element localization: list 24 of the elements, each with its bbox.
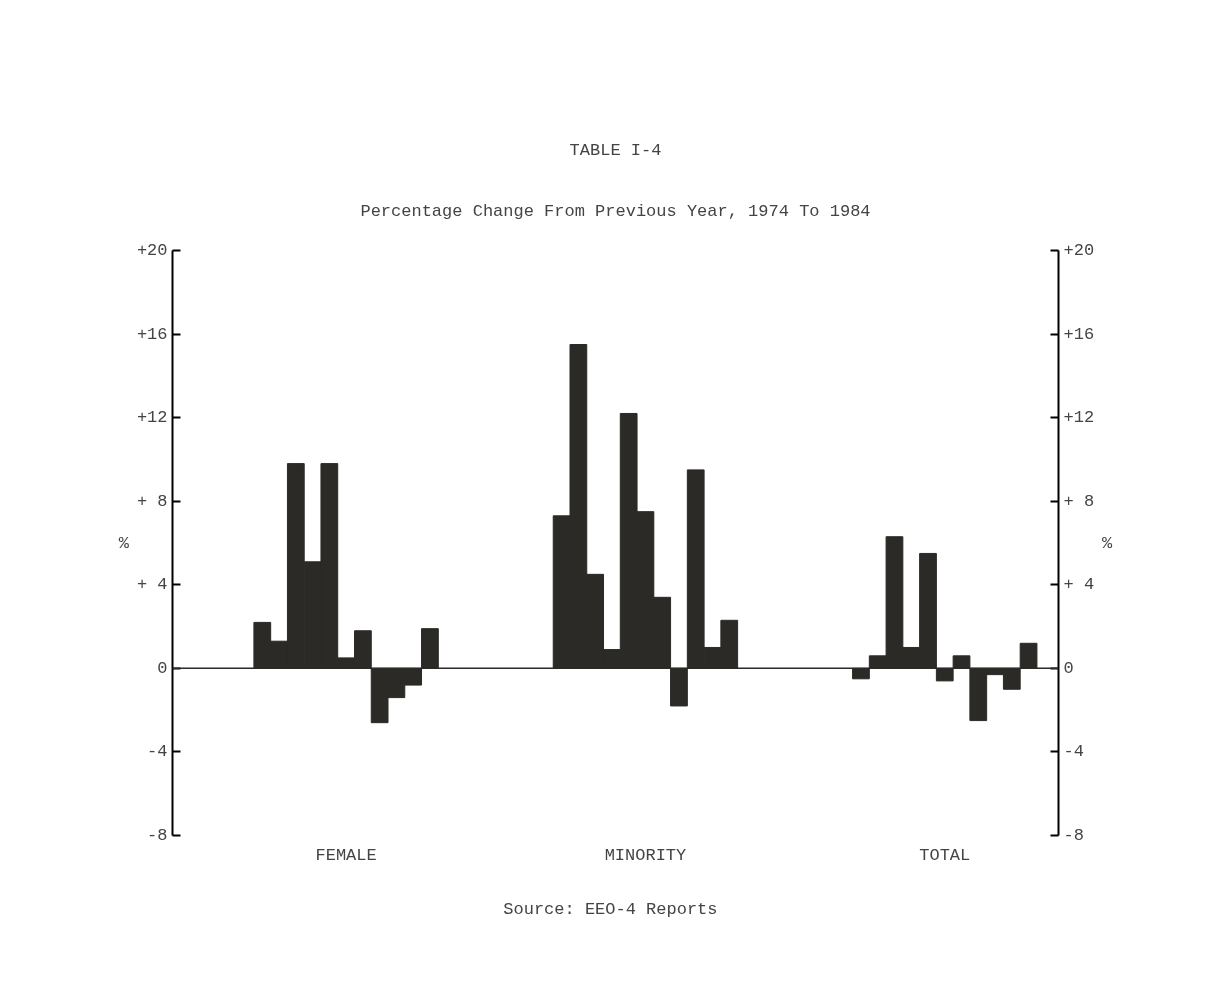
source-note: Source: EEO-4 Reports <box>503 899 718 919</box>
y2-tick-label: -4 <box>1063 742 1084 762</box>
y-tick-label: + 8 <box>136 491 168 511</box>
y2-tick-label: + 4 <box>1063 575 1095 595</box>
y-tick-label: -8 <box>147 826 168 845</box>
y-tick-label: +12 <box>136 408 168 428</box>
y-tick-label: +20 <box>136 241 168 260</box>
y2-tick-label: +12 <box>1063 408 1095 428</box>
y-tick-label: -4 <box>147 742 168 762</box>
y2-tick-label: + 8 <box>1063 491 1095 511</box>
x-tick-label: FEMALE <box>315 845 377 865</box>
y-axis-title: % <box>118 533 130 553</box>
chart-title: TABLE I-4 <box>569 140 662 160</box>
y2-axis-title: % <box>1102 533 1114 553</box>
y2-tick-label: 0 <box>1063 658 1074 678</box>
y-tick-label: 0 <box>157 658 168 678</box>
y2-tick-label: -8 <box>1063 826 1084 845</box>
y2-tick-label: +16 <box>1063 324 1095 344</box>
chart-subtitle: Percentage Change From Previous Year, 1974 To 1984 <box>360 201 871 221</box>
y2-tick-label: +20 <box>1063 241 1095 260</box>
x-tick-label: TOTAL <box>919 845 971 865</box>
x-tick-label: MINORITY <box>604 845 687 865</box>
y-tick-label: + 4 <box>136 575 168 595</box>
y-tick-label: +16 <box>136 324 168 344</box>
